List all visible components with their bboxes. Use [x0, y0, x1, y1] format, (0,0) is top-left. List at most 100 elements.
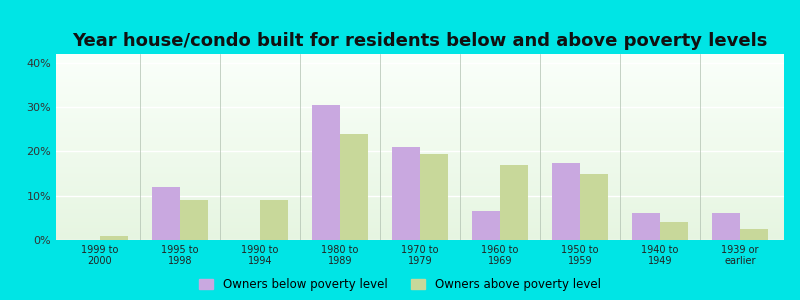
Bar: [56, 111, 784, 112]
Bar: [56, 125, 784, 126]
Bar: [392, 147, 420, 240]
Bar: [56, 190, 784, 191]
Bar: [56, 55, 784, 56]
Bar: [56, 188, 784, 189]
Bar: [56, 77, 784, 78]
Bar: [100, 236, 128, 240]
Bar: [56, 171, 784, 172]
Bar: [56, 95, 784, 96]
Bar: [56, 57, 784, 58]
Bar: [56, 156, 784, 157]
Bar: [56, 81, 784, 82]
Bar: [56, 201, 784, 202]
Bar: [56, 102, 784, 103]
Title: Year house/condo built for residents below and above poverty levels: Year house/condo built for residents bel…: [72, 32, 768, 50]
Bar: [56, 199, 784, 200]
Bar: [56, 143, 784, 144]
Bar: [56, 67, 784, 68]
Bar: [56, 141, 784, 142]
Bar: [56, 160, 784, 161]
Bar: [56, 120, 784, 121]
Bar: [56, 162, 784, 163]
Bar: [56, 107, 784, 108]
Bar: [500, 165, 528, 240]
Bar: [56, 231, 784, 232]
Bar: [56, 189, 784, 190]
Bar: [56, 198, 784, 199]
Bar: [56, 112, 784, 113]
Bar: [56, 172, 784, 173]
Bar: [56, 183, 784, 184]
Bar: [56, 91, 784, 92]
Bar: [56, 204, 784, 205]
Bar: [56, 136, 784, 137]
Bar: [56, 106, 784, 107]
Bar: [56, 93, 784, 94]
Bar: [56, 219, 784, 220]
Bar: [56, 159, 784, 160]
Bar: [56, 78, 784, 79]
Bar: [56, 227, 784, 228]
Bar: [56, 179, 784, 181]
Bar: [56, 90, 784, 91]
Bar: [56, 134, 784, 135]
Bar: [56, 89, 784, 90]
Bar: [56, 176, 784, 177]
Bar: [56, 169, 784, 170]
Bar: [56, 214, 784, 215]
Bar: [56, 224, 784, 225]
Bar: [56, 100, 784, 101]
Bar: [56, 62, 784, 63]
Bar: [56, 228, 784, 229]
Bar: [56, 142, 784, 143]
Bar: [56, 206, 784, 208]
Bar: [56, 232, 784, 233]
Bar: [56, 94, 784, 95]
Bar: [56, 174, 784, 175]
Bar: [56, 173, 784, 174]
Bar: [56, 223, 784, 224]
Bar: [56, 184, 784, 185]
Bar: [56, 202, 784, 203]
Bar: [56, 126, 784, 127]
Bar: [56, 239, 784, 240]
Bar: [56, 152, 784, 153]
Bar: [56, 197, 784, 198]
Bar: [56, 195, 784, 196]
Bar: [56, 76, 784, 77]
Bar: [56, 105, 784, 106]
Bar: [632, 213, 660, 240]
Bar: [56, 220, 784, 221]
Bar: [56, 178, 784, 179]
Bar: [56, 117, 784, 118]
Bar: [56, 99, 784, 100]
Bar: [340, 134, 368, 240]
Bar: [56, 175, 784, 176]
Bar: [56, 170, 784, 171]
Bar: [56, 104, 784, 105]
Bar: [56, 137, 784, 138]
Bar: [56, 123, 784, 124]
Bar: [56, 167, 784, 168]
Bar: [420, 154, 448, 240]
Bar: [740, 229, 768, 240]
Bar: [56, 113, 784, 114]
Bar: [56, 133, 784, 134]
Bar: [56, 88, 784, 89]
Bar: [56, 129, 784, 130]
Bar: [56, 235, 784, 236]
Bar: [56, 121, 784, 122]
Bar: [56, 216, 784, 217]
Bar: [660, 222, 688, 240]
Bar: [56, 75, 784, 76]
Bar: [312, 105, 340, 240]
Bar: [56, 84, 784, 85]
Bar: [56, 161, 784, 162]
Bar: [56, 139, 784, 140]
Bar: [56, 238, 784, 239]
Bar: [56, 101, 784, 102]
Bar: [56, 215, 784, 216]
Bar: [56, 145, 784, 146]
Bar: [56, 140, 784, 141]
Bar: [56, 98, 784, 99]
